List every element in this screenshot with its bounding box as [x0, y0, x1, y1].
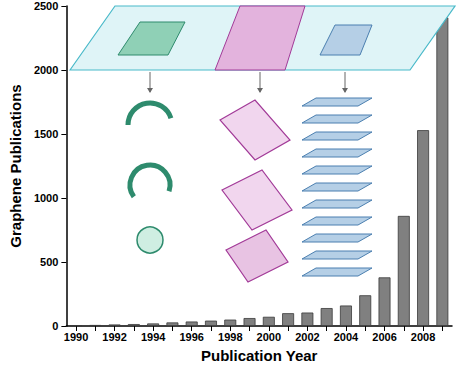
svg-text:0: 0	[52, 320, 58, 332]
svg-text:2002: 2002	[295, 331, 319, 343]
svg-text:1000: 1000	[34, 192, 58, 204]
svg-text:2000: 2000	[34, 64, 58, 76]
svg-text:Publication Year: Publication Year	[201, 347, 318, 364]
svg-text:2006: 2006	[372, 331, 396, 343]
svg-text:1990: 1990	[64, 331, 88, 343]
svg-text:1998: 1998	[218, 331, 242, 343]
svg-text:Graphene Publications: Graphene Publications	[7, 84, 24, 247]
svg-text:1996: 1996	[179, 331, 203, 343]
svg-text:2000: 2000	[257, 331, 281, 343]
svg-text:1992: 1992	[102, 331, 126, 343]
svg-text:1994: 1994	[141, 331, 166, 343]
svg-text:2004: 2004	[334, 331, 359, 343]
svg-text:1500: 1500	[34, 128, 58, 140]
svg-text:2008: 2008	[411, 331, 435, 343]
svg-text:500: 500	[40, 256, 58, 268]
svg-text:2500: 2500	[34, 0, 58, 12]
